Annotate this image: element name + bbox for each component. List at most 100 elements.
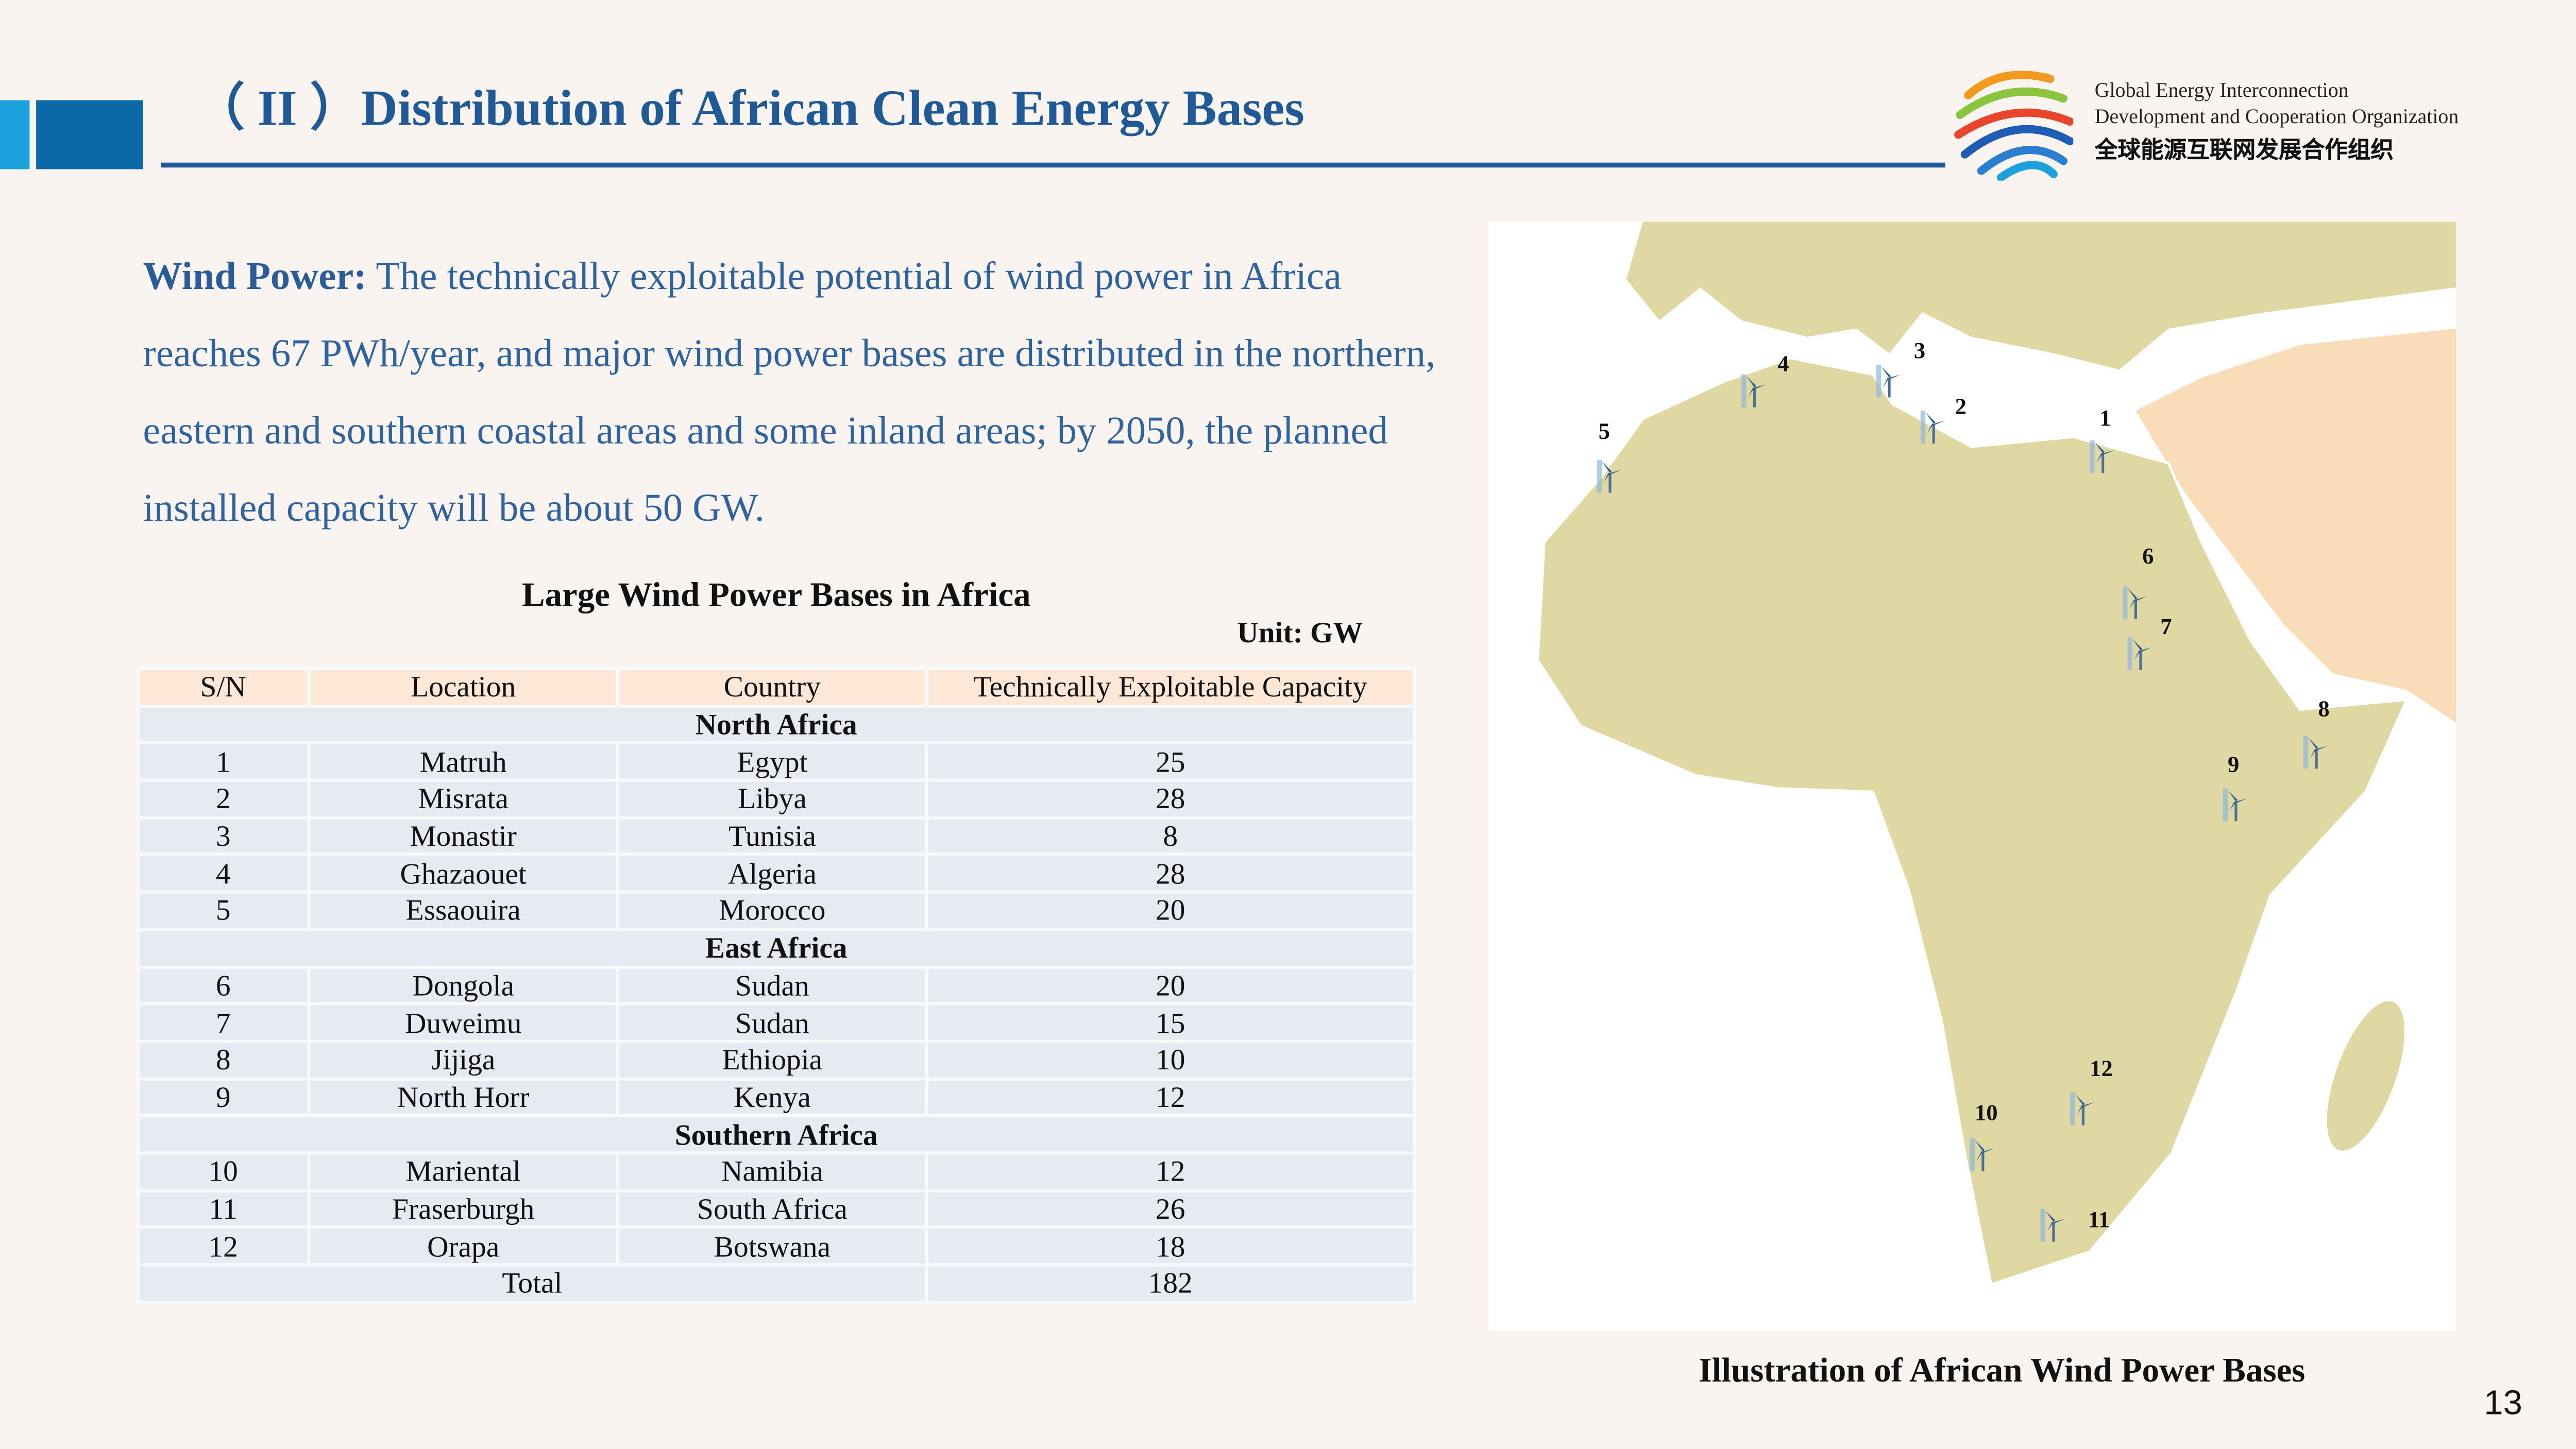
- table-cell: Orapa: [307, 1225, 620, 1267]
- table-cell: Ethiopia: [616, 1039, 928, 1080]
- marker-label: 10: [1974, 1102, 1998, 1127]
- table-row: 6 Dongola Sudan 20: [136, 965, 1416, 1006]
- marker-label: 3: [1913, 340, 1926, 365]
- table-cell: 12: [924, 1077, 1416, 1118]
- table-cell: 1: [136, 741, 310, 782]
- marker-label: 11: [2088, 1208, 2110, 1234]
- table-cell: Fraserburgh: [307, 1188, 620, 1230]
- org-name-en-2: Development and Cooperation Organization: [2094, 105, 2459, 128]
- table-cell: South Africa: [616, 1188, 928, 1230]
- table-cell: Duweimu: [307, 1002, 620, 1043]
- wind-turbine-icon: [1876, 364, 1903, 398]
- table-cell: Monastir: [307, 816, 620, 857]
- column-header: S/N: [136, 667, 310, 708]
- title-underline: [161, 162, 1945, 168]
- column-header: Country: [616, 667, 928, 708]
- table-unit: Unit: GW: [1237, 616, 1363, 649]
- wind-turbine-icon: [1741, 374, 1768, 407]
- table-cell: Mariental: [307, 1151, 620, 1192]
- total-label: Total: [136, 1263, 928, 1304]
- table-cell: 20: [924, 890, 1416, 931]
- table-cell: Morocco: [616, 890, 928, 931]
- group-name: East Africa: [136, 928, 1416, 968]
- marker-label: 7: [2160, 616, 2172, 641]
- table-cell: 2: [136, 778, 310, 820]
- wind-turbine-icon: [1920, 411, 1947, 444]
- marker-label: 1: [2099, 407, 2111, 432]
- table-row: 5 Essaouira Morocco 20: [136, 890, 1416, 931]
- table-cell: Jijiga: [307, 1039, 620, 1080]
- map-shapes: [1536, 221, 2456, 1286]
- africa-land: [1536, 356, 2409, 1286]
- wind-turbine-icon: [1970, 1138, 1996, 1171]
- table-cell: Libya: [616, 778, 928, 820]
- table-header-row: S/N Location Country Technically Exploitabl…: [136, 667, 1416, 708]
- table-cell: 6: [136, 965, 310, 1006]
- table-row: 11 Fraserburgh South Africa 26: [136, 1188, 1416, 1230]
- table-cell: Essaouira: [307, 890, 620, 931]
- table-cell: 7: [136, 1002, 310, 1043]
- table-cell: 18: [924, 1225, 1416, 1267]
- table-cell: North Horr: [307, 1077, 620, 1118]
- table-cell: Tunisia: [616, 816, 928, 857]
- table-cell: Misrata: [307, 778, 620, 820]
- group-row: Southern Africa: [136, 1114, 1416, 1155]
- intro-text: The technically exploitable potential of…: [143, 256, 1436, 531]
- table-cell: Sudan: [616, 1002, 928, 1043]
- table-cell: 3: [136, 816, 310, 857]
- table-row: 2 Misrata Libya 28: [136, 778, 1416, 820]
- wind-turbine-icon: [2070, 1092, 2096, 1126]
- wind-turbine-icon: [2040, 1208, 2066, 1242]
- table-cell: Kenya: [616, 1077, 928, 1118]
- table-cell: Ghazaouet: [307, 853, 620, 894]
- group-name: Southern Africa: [136, 1114, 1416, 1155]
- wind-turbine-icon: [2122, 586, 2149, 620]
- table-cell: 11: [136, 1188, 310, 1230]
- table-cell: Algeria: [616, 853, 928, 894]
- marker-label: 8: [2318, 698, 2330, 723]
- table-row: 10 Mariental Namibia 12: [136, 1151, 1416, 1192]
- marker-label: 12: [2090, 1058, 2113, 1083]
- intro-lead: Wind Power:: [143, 256, 367, 299]
- org-name-cn: 全球能源互联网发展合作组织: [2094, 138, 2394, 164]
- table-row: 3 Monastir Tunisia 8: [136, 816, 1416, 857]
- marker-label: 5: [1598, 420, 1611, 446]
- table-cell: Egypt: [616, 741, 928, 782]
- wind-turbine-icon: [2090, 440, 2116, 473]
- table-cell: 8: [136, 1039, 310, 1080]
- madagascar-land: [2327, 1001, 2405, 1151]
- table-cell: 28: [924, 778, 1416, 820]
- total-value: 182: [924, 1263, 1416, 1304]
- table-cell: 26: [924, 1188, 1416, 1230]
- marker-label: 4: [1777, 353, 1789, 378]
- map-caption: Illustration of African Wind Power Bases: [1698, 1350, 2306, 1390]
- table-row: 12 Orapa Botswana 18: [136, 1225, 1416, 1267]
- group-row: East Africa: [136, 928, 1416, 968]
- table-cell: 9: [136, 1077, 310, 1118]
- table-cell: 12: [136, 1225, 310, 1267]
- table-cell: Botswana: [616, 1225, 928, 1267]
- table-cell: 10: [924, 1039, 1416, 1080]
- group-name: North Africa: [136, 704, 1416, 745]
- org-name-en-1: Global Energy Interconnection: [2094, 79, 2349, 102]
- table-cell: 4: [136, 853, 310, 894]
- wind-turbine-icon: [2223, 788, 2249, 822]
- table-cell: 28: [924, 853, 1416, 894]
- europe-land: [1626, 221, 2456, 370]
- page-number: 13: [2484, 1385, 2522, 1423]
- page-title: （ II ）Distribution of African Clean Ener…: [194, 79, 1304, 137]
- geidco-logo: [1954, 71, 2074, 181]
- table-cell: 10: [136, 1151, 310, 1192]
- wind-turbine-icon: [2127, 637, 2154, 671]
- wind-turbine-icon: [1597, 459, 1623, 493]
- table-row: 4 Ghazaouet Algeria 28: [136, 853, 1416, 894]
- table-cell: 15: [924, 1002, 1416, 1043]
- column-header: Location: [307, 667, 620, 708]
- wind-turbine-icon: [2303, 736, 2330, 769]
- table-cell: Namibia: [616, 1151, 928, 1192]
- total-row: Total 182: [136, 1263, 1416, 1304]
- accent-bar-dark: [36, 100, 143, 169]
- column-header: Technically Exploitable Capacity: [924, 667, 1416, 708]
- group-row: North Africa: [136, 704, 1416, 745]
